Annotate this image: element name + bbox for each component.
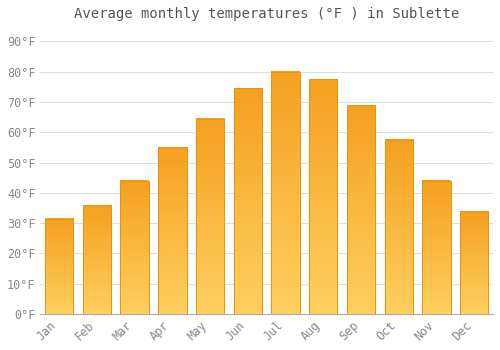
- Bar: [272, 72, 299, 314]
- Bar: [309, 79, 338, 314]
- Bar: [422, 181, 450, 314]
- Bar: [347, 105, 375, 314]
- Bar: [347, 105, 375, 314]
- Bar: [272, 72, 299, 314]
- Bar: [45, 218, 74, 314]
- Bar: [460, 211, 488, 314]
- Title: Average monthly temperatures (°F ) in Sublette: Average monthly temperatures (°F ) in Su…: [74, 7, 460, 21]
- Bar: [384, 140, 413, 314]
- Bar: [83, 205, 111, 314]
- Bar: [120, 181, 149, 314]
- Bar: [196, 119, 224, 314]
- Bar: [158, 147, 186, 314]
- Bar: [234, 88, 262, 314]
- Bar: [309, 79, 338, 314]
- Bar: [158, 147, 186, 314]
- Bar: [384, 140, 413, 314]
- Bar: [120, 181, 149, 314]
- Bar: [460, 211, 488, 314]
- Bar: [422, 181, 450, 314]
- Bar: [196, 119, 224, 314]
- Bar: [83, 205, 111, 314]
- Bar: [45, 218, 74, 314]
- Bar: [234, 88, 262, 314]
